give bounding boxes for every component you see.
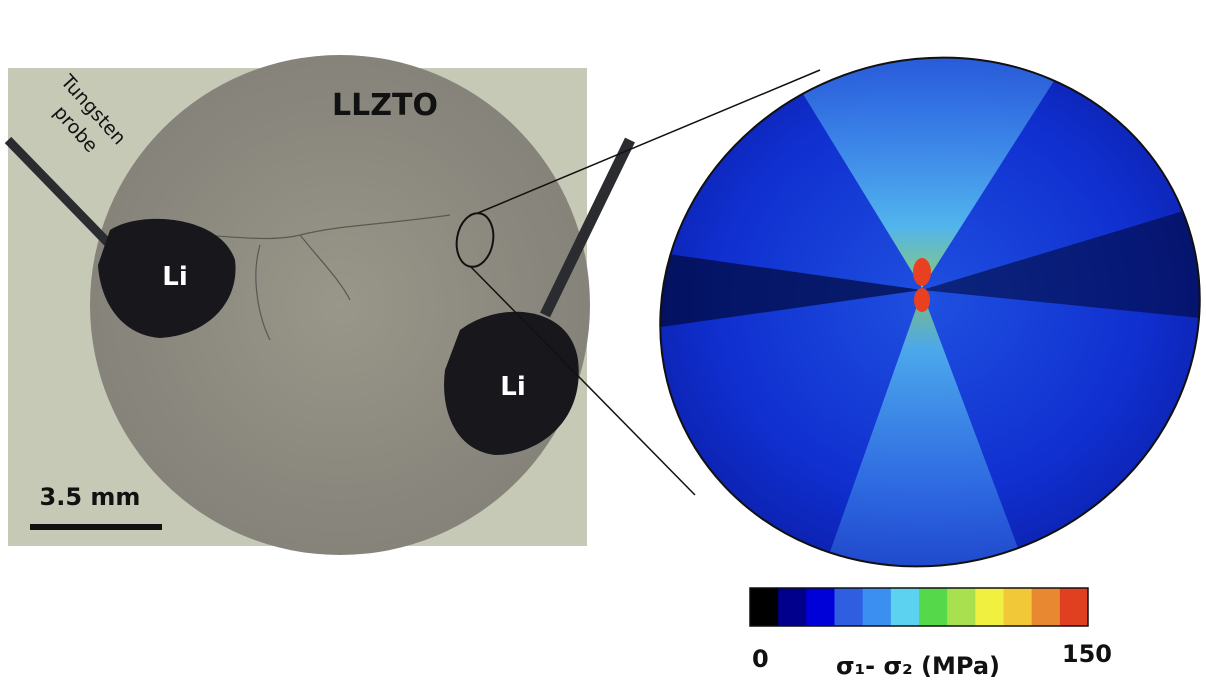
- stress-peak: [913, 258, 931, 286]
- figure: LLZTO Tungsten probe Li Li 3.5 mm σ₁- σ₂…: [0, 0, 1206, 687]
- colorbar-tick-label: 0: [752, 645, 769, 673]
- colorbar-segment: [750, 588, 779, 626]
- colorbar-segment: [863, 588, 892, 626]
- electrode-label: Li: [162, 262, 187, 292]
- colorbar-segment: [835, 588, 864, 626]
- colorbar: [750, 588, 1089, 626]
- colorbar-segment: [806, 588, 835, 626]
- scale-bar-label: 3.5 mm: [40, 483, 141, 511]
- colorbar-segment: [975, 588, 1004, 626]
- sample-label: LLZTO: [332, 88, 438, 123]
- colorbar-segment: [1004, 588, 1033, 626]
- stress-peak: [914, 288, 930, 312]
- colorbar-segment: [1032, 588, 1061, 626]
- colorbar-segment: [1060, 588, 1089, 626]
- colorbar-segment: [891, 588, 920, 626]
- colorbar-tick-label: 150: [1062, 640, 1112, 668]
- colorbar-segment: [778, 588, 807, 626]
- colorbar-segment: [919, 588, 948, 626]
- colorbar-segment: [947, 588, 976, 626]
- stress-map: [640, 40, 1206, 580]
- electrode-label: Li: [500, 372, 525, 402]
- colorbar-label: σ₁- σ₂ (MPa): [836, 652, 1000, 680]
